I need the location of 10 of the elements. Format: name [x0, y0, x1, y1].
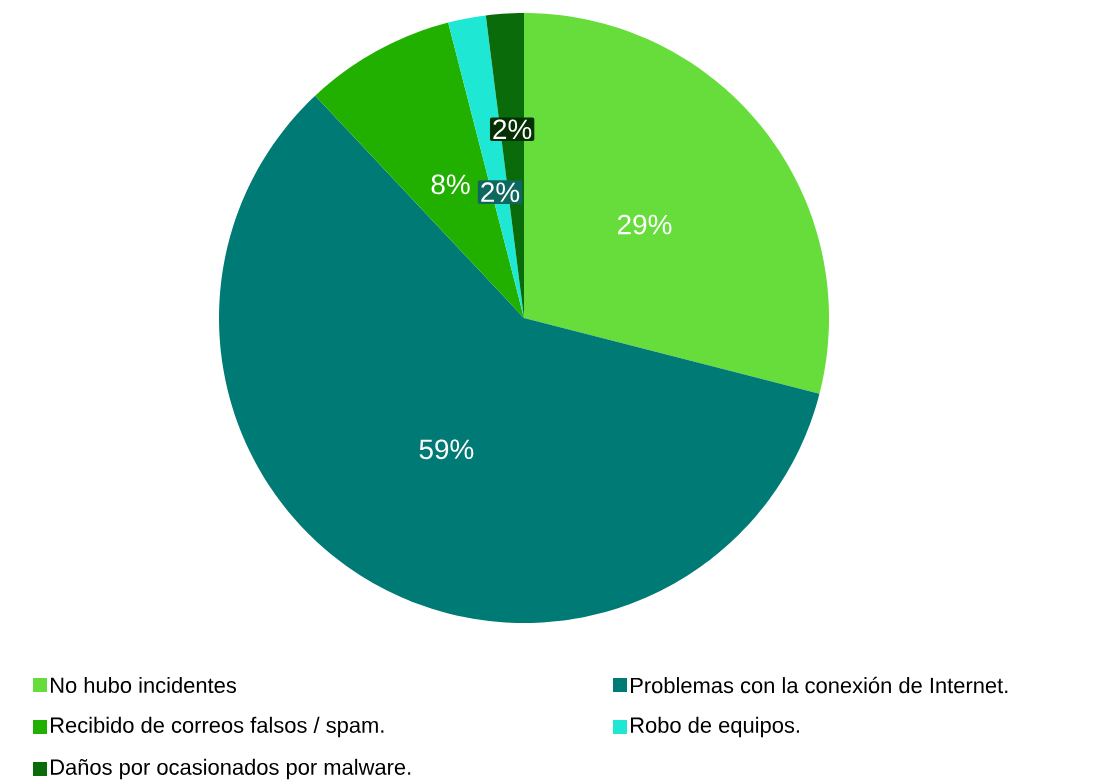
legend-label: Problemas con la conexión de Internet. — [631, 676, 1008, 694]
data-label: 59% — [419, 439, 474, 460]
legend-label: No hubo incidentes — [51, 676, 237, 694]
legend-label: Recibido de correos falsos / spam. — [51, 716, 384, 738]
legend-label: Daños por ocasionados por malware. — [51, 758, 411, 780]
data-label: 8% — [431, 174, 470, 195]
data-label: 2% — [481, 182, 520, 202]
data-label: 2% — [493, 119, 532, 140]
legend-label: Robo de equipos. — [631, 716, 799, 738]
data-label: 29% — [618, 214, 672, 235]
